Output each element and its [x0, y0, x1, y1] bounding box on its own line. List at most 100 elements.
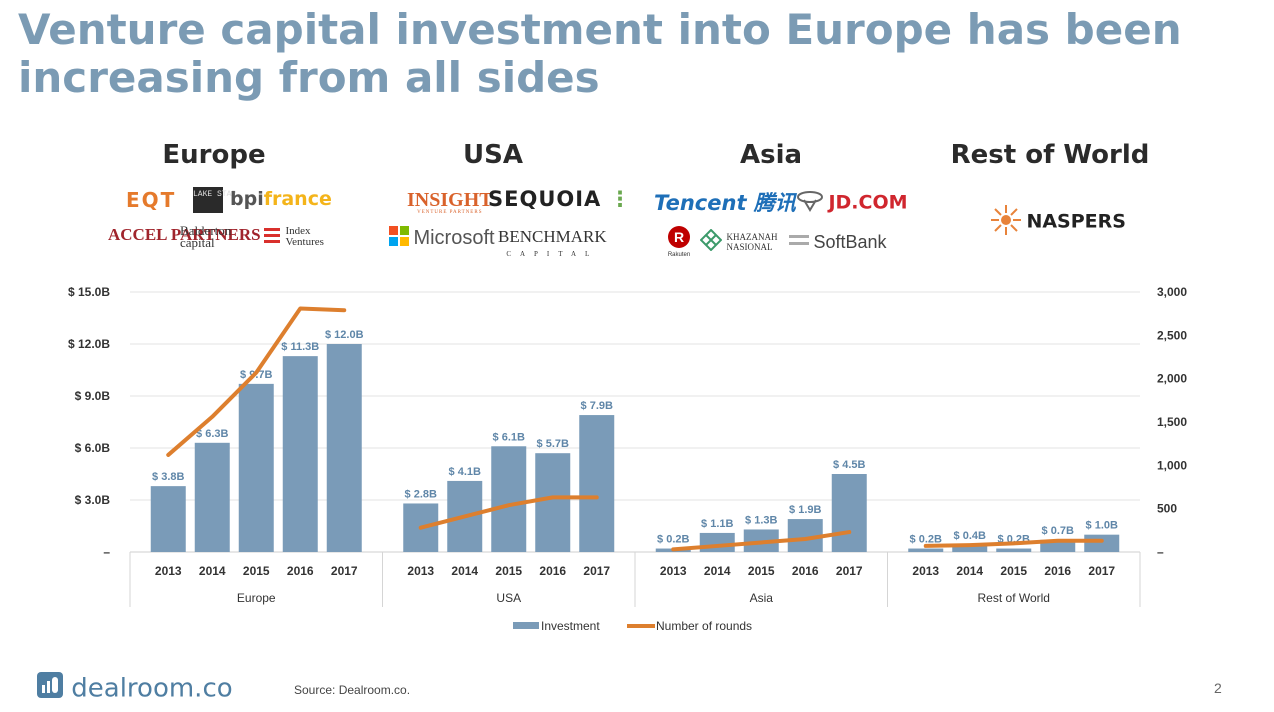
bar-value-label: $ 2.8B — [405, 488, 437, 500]
legend-label-investment: Investment — [541, 619, 600, 633]
y-left-tick-label: $ 12.0B — [68, 337, 110, 351]
x-category-label: 2013 — [155, 564, 182, 578]
investment-bar — [491, 446, 527, 552]
insight-text: INSIGHT — [407, 189, 493, 211]
khazanah-logo: KHAZANAH NASIONAL — [699, 228, 784, 255]
bar-value-label: $ 4.5B — [833, 459, 865, 471]
softbank-logo: SoftBank — [789, 232, 887, 252]
region-header-usa: USA — [463, 140, 523, 170]
x-category-label: 2015 — [243, 564, 270, 578]
microsoft-text: Microsoft — [413, 227, 495, 249]
investment-bar — [831, 474, 867, 552]
microsoft-icon — [389, 226, 409, 250]
accel-logo: ACCEL PARTNERS — [108, 226, 261, 243]
softbank-text: SoftBank — [813, 232, 887, 252]
x-category-label: 2017 — [1088, 564, 1115, 578]
source-note: Source: Dealroom.co. — [294, 683, 411, 697]
investment-chart: – $ 3.0B $ 6.0B $ 9.0B $ 12.0B $ 15.0B – 500 1,0… — [68, 285, 1187, 633]
svg-text:R: R — [674, 229, 684, 245]
naspers-logo: NASPERS — [990, 204, 1126, 240]
rounds-line — [923, 538, 1104, 548]
x-category-label: 2013 — [912, 564, 939, 578]
x-category-label: 2017 — [583, 564, 610, 578]
bar-value-label: $ 7.9B — [581, 400, 613, 412]
khazanah-icon — [699, 228, 723, 255]
investment-bar — [908, 548, 944, 552]
y-right-tick-label: 500 — [1157, 502, 1177, 516]
bar-value-label: $ 12.0B — [325, 329, 364, 341]
accel-text: ACCEL PARTNERS — [108, 225, 261, 244]
investment-bar — [1084, 534, 1120, 552]
benchmark-subtext: CAPITAL — [506, 250, 599, 258]
investment-bar — [194, 442, 230, 552]
rakuten-logo: R Rakuten — [665, 226, 693, 258]
index-ventures-logo: Index Ventures — [263, 226, 329, 249]
bar-value-label: $ 4.1B — [449, 466, 481, 478]
investment-bar — [238, 383, 274, 552]
y-left-tick-label: $ 3.0B — [75, 493, 111, 507]
naspers-sun-icon — [990, 204, 1022, 240]
x-category-label: 2016 — [1044, 564, 1071, 578]
legend-label-rounds: Number of rounds — [656, 619, 752, 633]
eqt-logo: EQT — [126, 188, 177, 212]
bar-value-label: $ 0.2B — [910, 534, 942, 546]
investment-bar — [150, 486, 186, 552]
y-right-tick-label: 1,500 — [1157, 415, 1187, 429]
bar-value-label: $ 3.8B — [152, 471, 184, 483]
x-category-label: 2013 — [660, 564, 687, 578]
bar-value-label: $ 0.2B — [657, 534, 689, 546]
page-title: Venture capital investment into Europe h… — [18, 5, 1182, 102]
y-left-tick-label: $ 15.0B — [68, 285, 110, 299]
bar-value-label: $ 6.3B — [196, 428, 228, 440]
jd-logo: JD.COM — [796, 190, 908, 216]
x-category-label: 2016 — [539, 564, 566, 578]
sequoia-text: SEQUOIA — [488, 187, 602, 211]
investment-bar — [579, 415, 615, 552]
x-category-label: 2015 — [748, 564, 775, 578]
dealroom-logo: dealroom.co — [37, 672, 233, 705]
investment-bar — [699, 532, 735, 552]
softbank-icon — [789, 232, 809, 252]
x-category-label: 2014 — [451, 564, 478, 578]
index-ventures-text: Index Ventures — [285, 225, 324, 248]
bar-value-label: $ 1.0B — [1086, 520, 1118, 532]
bar-value-label: $ 1.3B — [745, 514, 777, 526]
investment-bar — [282, 356, 318, 552]
bar-value-label: $ 1.1B — [701, 518, 733, 530]
x-category-label: 2015 — [1000, 564, 1027, 578]
rakuten-icon: R — [665, 226, 693, 252]
bar-value-label: $ 11.3B — [281, 341, 319, 353]
x-category-label: 2017 — [836, 564, 863, 578]
region-header-rest-of-world: Rest of World — [950, 140, 1150, 170]
bar-value-label: $ 0.7B — [1042, 525, 1074, 537]
microsoft-logo: Microsoft — [389, 226, 495, 250]
bar-value-label: $ 0.4B — [954, 530, 986, 542]
investment-bar — [535, 453, 571, 552]
y-left-tick-label: – — [103, 545, 110, 559]
khazanah-text: KHAZANAH NASIONAL — [726, 232, 778, 252]
bar-value-label: $ 6.1B — [493, 431, 525, 443]
investment-bar — [326, 344, 362, 552]
x-category-label: 2014 — [956, 564, 983, 578]
y-left-tick-label: $ 9.0B — [75, 389, 111, 403]
naspers-text: NASPERS — [1026, 210, 1126, 233]
y-right-tick-label: 3,000 — [1157, 285, 1187, 299]
legend-swatch-investment — [513, 622, 539, 629]
x-category-label: 2016 — [287, 564, 314, 578]
y-right-tick-label: 2,500 — [1157, 328, 1187, 342]
bpifrance-logo: bpifrance — [230, 188, 332, 210]
bar-value-label: $ 1.9B — [789, 504, 821, 516]
dealroom-text: dealroom.co — [71, 673, 233, 704]
investment-bar — [952, 545, 988, 552]
sequoia-leaf-icon: ⋮ — [601, 187, 632, 211]
balderton-logo: Balderton capital — [180, 223, 232, 250]
sequoia-logo: SEQUOIA ⋮ — [488, 189, 632, 210]
page-number: 2 — [1214, 680, 1222, 696]
x-category-label: 2014 — [704, 564, 731, 578]
bar-value-label: $ 5.7B — [537, 438, 569, 450]
benchmark-logo: BENCHMARK CAPITAL — [498, 228, 607, 258]
investment-bar — [996, 548, 1032, 552]
rounds-line — [166, 306, 347, 457]
x-category-label: 2016 — [792, 564, 819, 578]
region-header-asia: Asia — [739, 140, 803, 170]
